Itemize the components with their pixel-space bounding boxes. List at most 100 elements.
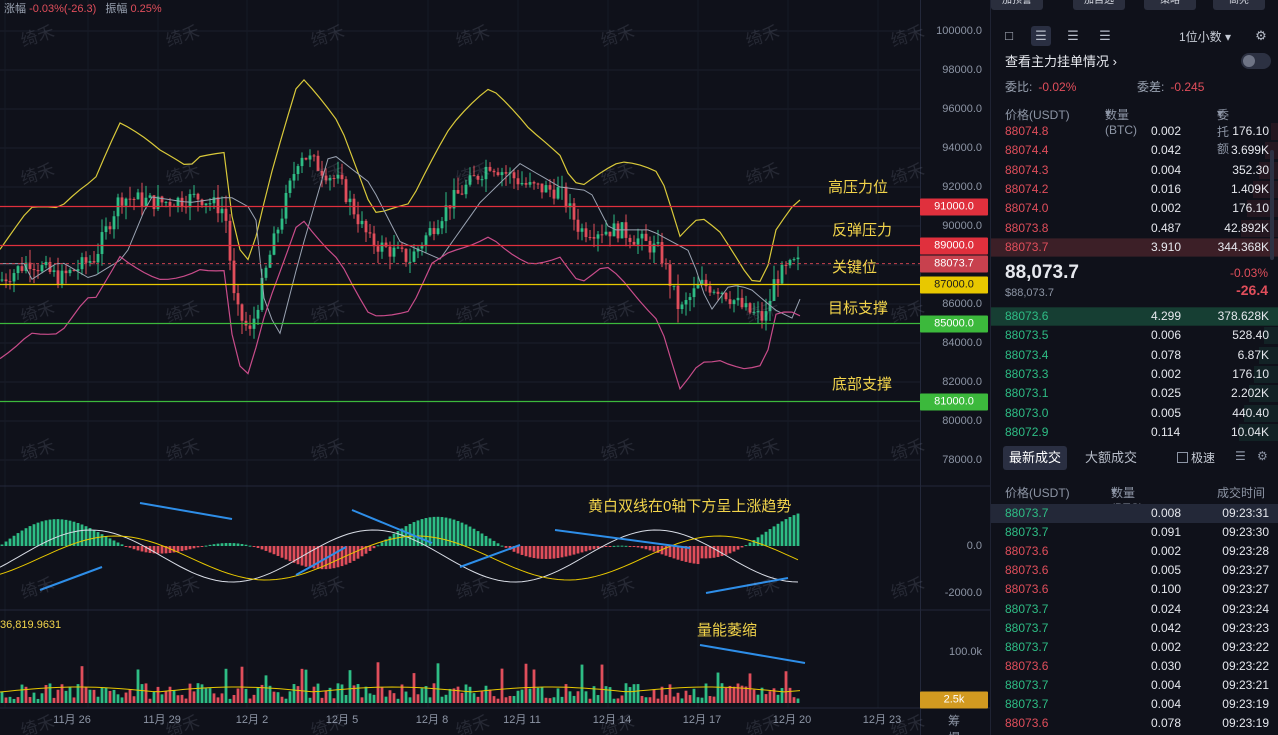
orderbook-price: 88074.8 <box>1005 124 1049 138</box>
decimal-select[interactable]: 1位小数 ▾ <box>1179 30 1232 44</box>
trade-time: 09:23:27 <box>1222 563 1269 578</box>
trades-header: 价格(USDT) 数量(BTC) ▾ 成交时间 <box>991 484 1278 515</box>
trade-row: 88073.6 0.100 09:23:27 <box>991 580 1278 599</box>
add-favorite-button[interactable]: 加自选 <box>1073 0 1125 10</box>
orderbook-price: 88073.4 <box>1005 347 1049 362</box>
orderbook-both-icon[interactable]: ☰ <box>1031 26 1051 46</box>
trend-arrow <box>295 546 347 576</box>
trade-tabs: 最新成交 大额成交 极速 ☰ ⚙ <box>991 446 1278 470</box>
orderbook-row[interactable]: 88073.3 0.002 176.10 <box>991 365 1278 384</box>
orderbook-panel: 加预警 加自选 策略 高亮 □ ☰ ☰ ☰ 1位小数 ▾ ⚙ 查看主力挂单情况 … <box>990 0 1278 735</box>
orderbook-qty: 0.005 <box>1151 405 1182 420</box>
orderbook-price: 88073.0 <box>1005 405 1049 420</box>
main-order-toggle[interactable] <box>1241 53 1271 69</box>
trade-price: 88073.7 <box>1005 677 1049 692</box>
trend-arrow <box>459 544 521 568</box>
price-axis-label: 94000.0 <box>942 142 982 154</box>
trade-price: 88073.7 <box>1005 506 1049 520</box>
highlight-button[interactable]: 高亮 <box>1213 0 1265 10</box>
level-price-tag: 85000.0 <box>920 315 988 332</box>
trade-time: 09:23:22 <box>1222 639 1269 654</box>
chat-icon[interactable]: □ <box>1005 28 1013 43</box>
orderbook-row[interactable]: 88074.3 0.004 352.30 <box>991 161 1278 180</box>
orderbook-price: 88072.9 <box>1005 424 1049 439</box>
change-info-bar: 涨幅 -0.03%(-26.3) 振幅 0.25% <box>4 0 168 16</box>
orderbook-row[interactable]: 88074.4 0.042 3.699K <box>991 141 1278 160</box>
tab-latest-trades[interactable]: 最新成交 <box>1003 446 1068 470</box>
add-alert-button[interactable]: 加预警 <box>991 0 1043 10</box>
trade-qty-header[interactable]: 数量(BTC) ▾ <box>1111 484 1143 515</box>
volume-tag: 2.5k <box>920 691 988 709</box>
trade-qty: 0.004 <box>1151 697 1182 711</box>
trade-price-header: 价格(USDT) <box>1005 486 1070 500</box>
orderbook-row[interactable]: 88073.1 0.025 2.202K <box>991 384 1278 403</box>
date-axis-label: 12月 23 <box>862 714 902 726</box>
orderbook-row[interactable]: 88073.5 0.006 528.40 <box>991 326 1278 345</box>
orderbook-row[interactable]: 88074.0 0.002 176.10 <box>991 199 1278 218</box>
orderbook-price: 88073.5 <box>1005 328 1049 343</box>
volume-annotation: 量能萎缩 <box>697 622 758 639</box>
settings-icon[interactable]: ⚙ <box>1257 449 1268 463</box>
date-axis-label: 12月 11 <box>503 714 541 726</box>
orderbook-qty: 0.016 <box>1151 181 1182 196</box>
amount-header[interactable]: 委托额 ▾ <box>1217 106 1230 156</box>
level-annotation: 关键位 <box>832 259 878 276</box>
trade-qty: 0.091 <box>1151 525 1182 540</box>
kline-chart-svg[interactable] <box>0 0 990 735</box>
orderbook-row[interactable]: 88074.8 0.002 176.10 <box>991 122 1278 141</box>
trade-time: 09:23:23 <box>1222 620 1269 635</box>
volume-readout: 36,819.9631 <box>0 619 62 631</box>
orderbook-price: 88073.6 <box>1005 309 1049 323</box>
orderbook-row[interactable]: 88073.8 0.487 42.892K <box>991 219 1278 238</box>
order-diff: 委差: -0.245 <box>1137 80 1205 94</box>
depth-bar <box>1249 385 1278 403</box>
depth-bar <box>991 308 1278 325</box>
qty-header[interactable]: 数量 (BTC) ▾ <box>1105 106 1137 137</box>
price-axis-label: 100000.0 <box>936 25 982 37</box>
indicator-axis-label: -2000.0 <box>944 587 982 599</box>
trade-time: 09:23:22 <box>1222 658 1269 673</box>
trend-arrow <box>139 502 233 520</box>
date-axis-label: 12月 8 <box>415 714 449 726</box>
volume-ma-line <box>0 686 801 693</box>
liquidation-button[interactable]: 爆 <box>948 731 960 735</box>
main-order-link[interactable]: 查看主力挂单情况 › <box>1005 54 1117 69</box>
orderbook-sell-icon[interactable]: ☰ <box>1099 28 1111 43</box>
orderbook-row[interactable]: 88074.2 0.016 1.409K <box>991 180 1278 199</box>
level-annotation: 底部支撑 <box>832 376 893 393</box>
macd-histogram <box>0 513 800 570</box>
chart-area[interactable]: 涨幅 -0.03%(-26.3) 振幅 0.25% 100000.0 98000.… <box>0 0 990 735</box>
orderbook-amount: 176.10 <box>1232 366 1269 381</box>
orderbook-row[interactable]: 88073.4 0.078 6.87K <box>991 346 1278 365</box>
trade-qty: 0.002 <box>1151 639 1182 654</box>
level-price-tag: 87000.0 <box>920 276 988 293</box>
trade-qty: 0.002 <box>1151 544 1182 559</box>
settings-icon[interactable]: ⚙ <box>1255 28 1267 43</box>
orderbook-amount: 440.40 <box>1232 405 1269 420</box>
trade-row: 88073.7 0.004 09:23:19 <box>991 695 1278 714</box>
list-icon[interactable]: ☰ <box>1235 449 1246 463</box>
speed-toggle[interactable]: 极速 <box>1177 449 1215 466</box>
orderbook-row[interactable]: 88073.7 3.910 344.368K <box>991 237 1278 257</box>
orderbook-scrollbar[interactable] <box>1270 150 1274 260</box>
orderbook-qty: 0.487 <box>1151 220 1182 235</box>
date-axis-label: 12月 14 <box>592 714 632 726</box>
strategy-button[interactable]: 策略 <box>1144 0 1196 10</box>
price-axis-label: 80000.0 <box>942 415 982 427</box>
orderbook-qty: 0.006 <box>1151 328 1182 343</box>
depth-bar <box>1244 404 1278 422</box>
orderbook-amount: 10.04K <box>1230 424 1269 439</box>
orderbook-amount: 352.30 <box>1232 162 1269 177</box>
orderbook-row[interactable]: 88073.6 4.299 378.628K <box>991 307 1278 326</box>
trade-price: 88073.6 <box>1005 544 1049 559</box>
tab-large-trades[interactable]: 大额成交 <box>1085 450 1138 465</box>
trend-arrow <box>554 529 691 549</box>
price-axis[interactable]: 100000.0 98000.0 96000.0 94000.0 92000.0 9000… <box>920 0 990 735</box>
chip-distribution-button[interactable]: 筹 <box>948 714 961 728</box>
orderbook-amount: 176.10 <box>1232 124 1269 138</box>
orderbook-row[interactable]: 88073.0 0.005 440.40 <box>991 404 1278 423</box>
orderbook-buy-icon[interactable]: ☰ <box>1067 28 1079 43</box>
volume-bars <box>0 662 800 703</box>
orderbook-row[interactable]: 88072.9 0.114 10.04K <box>991 423 1278 442</box>
macd-dea-line <box>0 535 799 581</box>
